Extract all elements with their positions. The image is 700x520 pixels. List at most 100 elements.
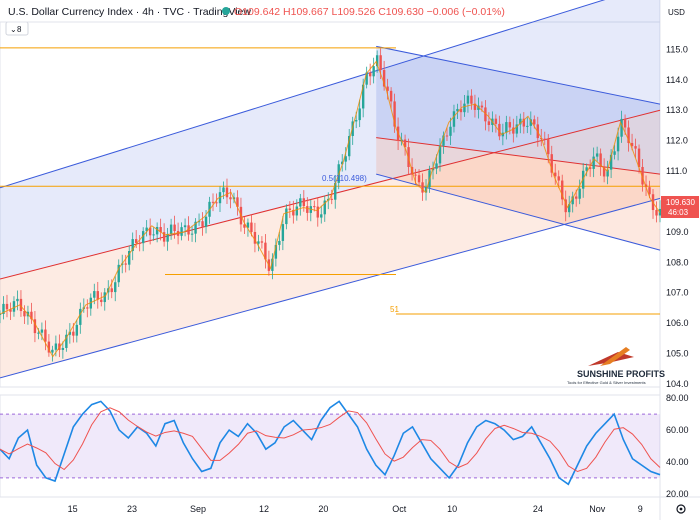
candle-body	[173, 224, 176, 232]
candle-body	[236, 197, 239, 207]
candle-body	[550, 154, 553, 173]
candle-body	[16, 298, 19, 302]
time-tick-label: 10	[447, 504, 457, 514]
price-tick-label: 111.0	[666, 166, 687, 176]
candle-body	[33, 319, 37, 334]
candle-body	[515, 124, 519, 134]
fib-label: 0.5(110.498)	[322, 174, 367, 183]
candle-body	[271, 258, 274, 271]
watermark-logo: SUNSHINE PROFITS Tools for Effective Gol…	[567, 347, 665, 385]
candle-body	[620, 118, 623, 137]
price-tag-countdown: 46:03	[668, 208, 689, 217]
time-tick-label: Oct	[392, 504, 407, 514]
candle-body	[585, 167, 588, 171]
candle-body	[114, 282, 117, 293]
candle-body	[630, 142, 634, 147]
candle-body	[470, 95, 473, 104]
main-pane-badge-label: 8	[17, 25, 22, 34]
candle-body	[316, 206, 319, 218]
candle-body	[641, 166, 644, 185]
candle-body	[456, 108, 459, 112]
close-line	[0, 60, 661, 358]
candle-body	[648, 187, 651, 195]
main-pane-badge[interactable]: ⌄ 8	[5, 21, 29, 36]
candle-body	[145, 227, 148, 232]
candle-body	[348, 136, 351, 157]
rsi-axis: 20.00 40.00 60.00 80.00	[666, 393, 689, 499]
candle-body	[334, 182, 337, 200]
horizontal-levels	[0, 47, 660, 315]
rsi-line	[0, 400, 661, 486]
candle-body	[466, 95, 470, 104]
rsi-ma-line	[0, 407, 661, 473]
candle-body	[225, 187, 229, 198]
candle-body	[285, 208, 288, 225]
price-tick-label: 108.0	[666, 257, 689, 267]
channel-line-red-mid	[0, 109, 661, 280]
time-tick-label: Sep	[190, 504, 206, 514]
candle-body	[480, 105, 484, 108]
candle-body	[44, 329, 47, 342]
candle-body	[281, 224, 285, 241]
candle-body	[47, 341, 51, 353]
collapse-icon: ⌄	[10, 25, 17, 34]
candle-body	[463, 103, 466, 113]
candle-body	[588, 167, 592, 169]
candle-body	[561, 180, 564, 200]
candle-body	[634, 146, 637, 149]
watermark-brand: SUNSHINE PROFITS	[577, 369, 665, 379]
candle-body	[637, 148, 641, 167]
chart-title: U.S. Dollar Currency Index · 4h · TVC · …	[8, 6, 251, 18]
candle-body	[302, 198, 306, 207]
candle-body	[477, 105, 480, 110]
candle-body	[103, 292, 106, 303]
price-tick-label: 107.0	[666, 288, 689, 298]
candle-body	[438, 145, 442, 164]
candle-body	[61, 347, 65, 350]
red-channel-fill	[0, 110, 660, 378]
candle-body	[431, 168, 435, 171]
rsi-tick-label: 20.00	[666, 489, 689, 499]
candle-body	[365, 72, 368, 85]
settings-icon[interactable]	[676, 504, 686, 514]
candle-body	[51, 349, 54, 353]
candle-body	[494, 118, 498, 124]
candle-body	[124, 263, 127, 265]
watermark-tagline: Tools for Effective Gold & Silver Invest…	[567, 380, 646, 385]
price-tag-price: 109.630	[666, 198, 695, 207]
candle-body	[260, 241, 264, 243]
candle-body	[578, 188, 581, 199]
candle-body	[379, 55, 382, 71]
channel-line-red-lower	[0, 197, 661, 379]
candle-body	[606, 169, 609, 177]
candle-body	[12, 301, 16, 312]
candle-body	[54, 343, 58, 350]
candle-body	[344, 156, 347, 162]
candle-body	[341, 161, 344, 165]
candle-body	[169, 224, 173, 234]
candle-body	[5, 303, 9, 310]
candle-body	[623, 118, 627, 128]
candle-body	[595, 153, 599, 157]
candle-body	[65, 334, 68, 348]
time-tick-label: 20	[318, 504, 328, 514]
candle-body	[187, 225, 190, 235]
channel-fills	[0, 0, 660, 378]
candle-body	[403, 139, 407, 148]
candle-body	[421, 182, 424, 193]
candle-body	[330, 198, 333, 200]
candle-body	[616, 136, 620, 152]
time-axis: 15 23 Sep 12 20 Oct 10 24 Nov 9	[68, 504, 643, 514]
candle-body	[533, 119, 536, 125]
ohlc-readout: O109.642 H109.667 L109.526 C109.630 −0.0…	[234, 6, 505, 18]
candle-body	[361, 84, 365, 109]
candle-body	[295, 206, 299, 216]
candle-body	[288, 208, 292, 210]
price-tick-label: 112.0	[666, 136, 688, 146]
blue-channel-fill	[0, 0, 660, 280]
channel-line-desc-mid	[376, 137, 661, 175]
candle-body	[435, 163, 438, 169]
candle-body	[417, 175, 421, 183]
